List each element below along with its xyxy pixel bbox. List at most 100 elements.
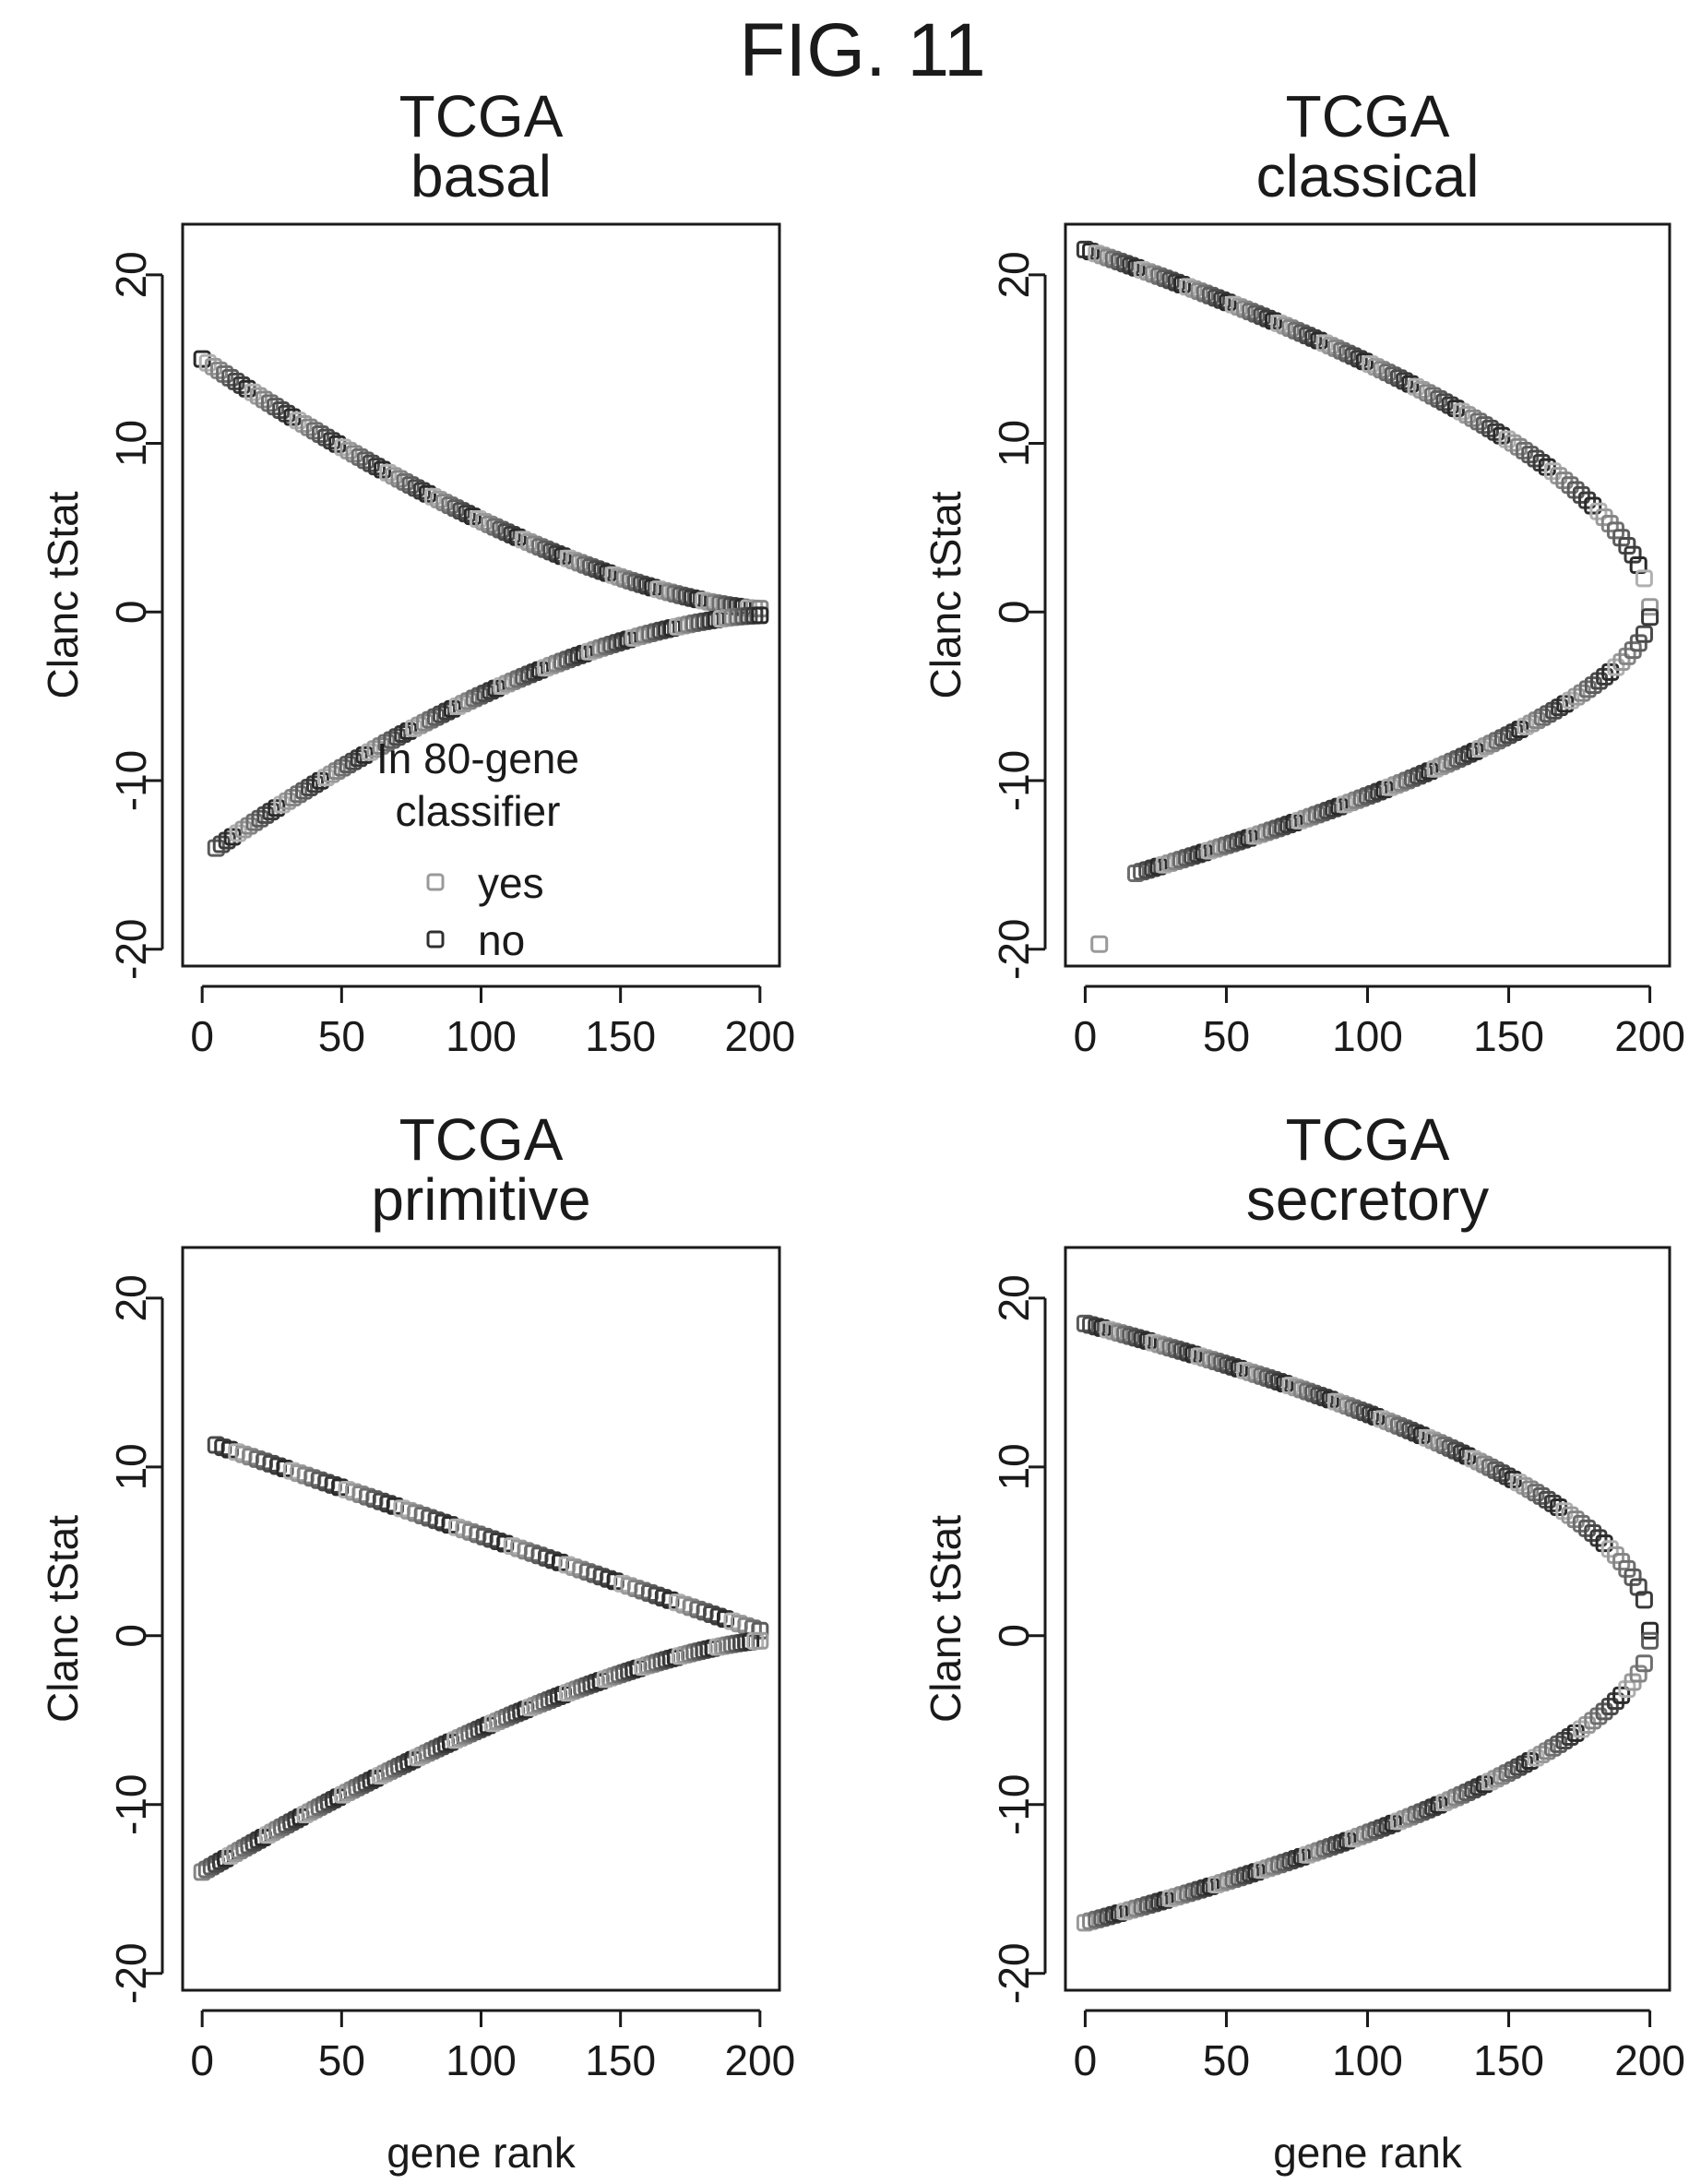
data-point	[1629, 634, 1647, 652]
data-point	[1624, 545, 1642, 564]
data-point	[1390, 369, 1409, 388]
x-tick-label: 100	[1332, 1012, 1403, 1060]
data-point	[1251, 825, 1269, 843]
data-point	[1326, 1392, 1345, 1411]
data-point	[1179, 278, 1197, 296]
data-point	[1093, 246, 1112, 265]
data-point	[1242, 303, 1260, 321]
data-points	[1076, 1314, 1659, 1932]
x-tick-label: 200	[1614, 1012, 1685, 1060]
data-point	[1453, 1785, 1471, 1804]
x-tick-label: 50	[318, 1012, 365, 1060]
data-point	[1612, 652, 1631, 671]
data-point	[520, 665, 539, 684]
data-point	[1223, 834, 1242, 853]
x-tick-label: 200	[724, 2036, 795, 2084]
y-tick-label: -20	[990, 1942, 1038, 2003]
panel-title-line1: TCGA	[399, 1106, 564, 1173]
data-point	[1338, 1832, 1357, 1850]
data-point	[597, 637, 615, 655]
data-point	[1595, 1534, 1613, 1553]
data-point	[1292, 1847, 1311, 1866]
data-point	[1572, 485, 1590, 504]
data-point	[558, 650, 577, 669]
data-point	[1166, 852, 1184, 870]
legend-title-line1: In 80-gene	[376, 734, 579, 782]
data-point	[1184, 280, 1203, 298]
data-point	[497, 523, 516, 542]
data-point	[610, 567, 628, 586]
y-tick-label: -10	[990, 1774, 1038, 1835]
data-point	[1287, 1378, 1305, 1397]
data-point	[1104, 250, 1123, 269]
data-point	[1264, 1857, 1282, 1876]
y-tick-label: 20	[990, 251, 1038, 298]
data-point	[1190, 282, 1208, 301]
panel-title-line2: classical	[1256, 143, 1480, 209]
data-point	[1430, 1434, 1448, 1452]
data-point	[1274, 818, 1292, 836]
data-point	[1441, 1438, 1459, 1457]
data-point	[1426, 759, 1445, 778]
data-point	[1606, 1692, 1624, 1711]
data-point	[1432, 758, 1450, 776]
data-point	[383, 731, 401, 749]
data-point	[1635, 1591, 1653, 1609]
data-point	[1333, 1394, 1351, 1413]
data-point	[514, 531, 532, 549]
data-point	[1355, 1825, 1374, 1844]
data-point	[1281, 1377, 1300, 1395]
data-point	[463, 507, 482, 526]
data-point	[1281, 319, 1300, 338]
data-point	[1211, 838, 1230, 856]
data-point	[1344, 347, 1362, 365]
data-point	[1601, 662, 1620, 681]
legend-entry-label: no	[478, 916, 525, 964]
data-point	[1230, 1359, 1248, 1378]
y-tick-label: 20	[107, 251, 155, 298]
data-point	[482, 682, 500, 700]
data-point	[1321, 1390, 1339, 1409]
data-point	[452, 502, 470, 520]
data-point	[1624, 1568, 1642, 1586]
data-point	[1641, 598, 1659, 616]
data-point	[1469, 1778, 1488, 1796]
data-point	[1378, 364, 1397, 382]
data-point	[1299, 327, 1317, 345]
data-point	[1375, 781, 1394, 799]
data-point	[1458, 1447, 1477, 1465]
data-point	[1629, 1578, 1647, 1596]
legend-title-line2: classifier	[396, 787, 561, 835]
data-point	[1224, 1870, 1243, 1889]
x-tick-label: 0	[1074, 1012, 1098, 1060]
data-point	[1122, 257, 1140, 275]
data-point	[1453, 1444, 1471, 1462]
data-point	[1217, 836, 1235, 854]
data-point	[593, 562, 612, 580]
data-point	[1247, 1365, 1266, 1383]
x-tick-label: 0	[1074, 2036, 1098, 2084]
data-point	[1381, 778, 1399, 796]
data-point	[1355, 352, 1374, 371]
data-point	[1344, 1830, 1362, 1848]
data-point	[1401, 1421, 1420, 1439]
figure-title: FIG. 11	[739, 8, 985, 92]
data-point	[396, 472, 414, 491]
data-point	[1167, 273, 1185, 292]
data-point	[1487, 1770, 1505, 1788]
data-point	[1264, 312, 1282, 330]
data-point	[1464, 1450, 1482, 1468]
x-tick-label: 150	[1473, 2036, 1544, 2084]
data-point	[1287, 321, 1305, 340]
data-point	[1276, 1854, 1294, 1872]
data-point	[481, 515, 499, 533]
data-point	[1201, 286, 1219, 304]
data-point	[1505, 723, 1524, 742]
data-point	[1469, 1452, 1488, 1471]
data-point	[1373, 1819, 1391, 1837]
data-point	[1566, 1510, 1585, 1529]
data-point	[422, 710, 440, 729]
data-point	[1367, 1407, 1386, 1426]
panel-title-line2: primitive	[371, 1166, 590, 1233]
